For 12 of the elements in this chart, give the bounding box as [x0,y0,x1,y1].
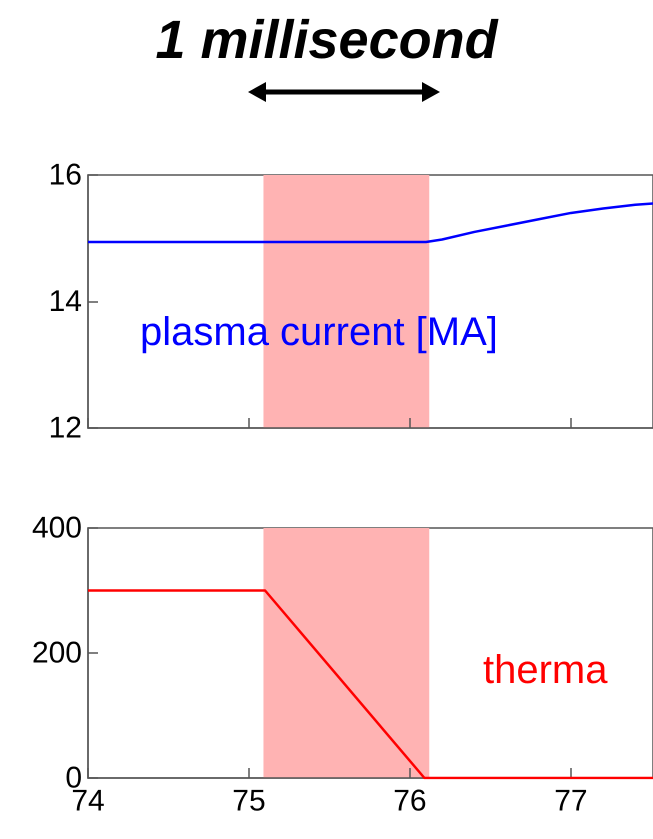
y-tick-label: 200 [32,636,82,670]
series-label: plasma current [MA] [140,310,498,354]
y-tick-label: 16 [48,158,82,192]
line-series [86,202,653,244]
x-tick-label: 76 [393,784,427,818]
y-tick-label: 14 [48,285,82,318]
chart-title: 1 millisecond [155,10,499,70]
x-tick-label: 75 [232,784,266,818]
text: therma [483,648,608,692]
y-tick-label: 400 [32,512,82,544]
y-tick-label: 12 [48,412,82,444]
x-tick-label: 77 [554,784,588,818]
